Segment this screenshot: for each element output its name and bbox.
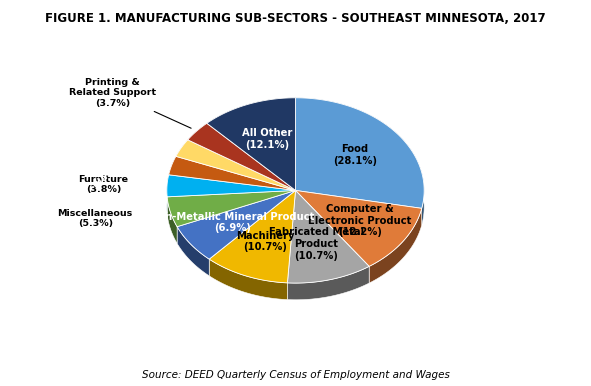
Text: Fabricated Metal
Product
(10.7%): Fabricated Metal Product (10.7%) (269, 227, 364, 261)
Polygon shape (167, 175, 296, 197)
Polygon shape (369, 208, 422, 283)
Text: Furniture
(3.8%): Furniture (3.8%) (79, 175, 128, 194)
Polygon shape (287, 266, 369, 300)
Polygon shape (167, 190, 296, 227)
Polygon shape (168, 156, 176, 191)
Text: Non-Metallic Mineral Product
(6.9%): Non-Metallic Mineral Product (6.9%) (151, 212, 315, 234)
Polygon shape (209, 259, 287, 300)
Text: Miscellaneous
(5.3%): Miscellaneous (5.3%) (57, 209, 133, 228)
Polygon shape (177, 190, 296, 259)
Text: All Other
(12.1%): All Other (12.1%) (242, 128, 292, 150)
Polygon shape (168, 156, 296, 190)
Text: Food
(28.1%): Food (28.1%) (333, 144, 377, 166)
Polygon shape (296, 98, 424, 208)
Polygon shape (209, 190, 296, 283)
Polygon shape (176, 140, 296, 190)
Polygon shape (167, 175, 168, 213)
Text: Plastics & Rubber
(3.3%): Plastics & Rubber (3.3%) (92, 117, 173, 198)
Text: Printing &
Related Support
(3.7%): Printing & Related Support (3.7%) (69, 78, 191, 128)
Polygon shape (296, 190, 422, 266)
Text: Machinery
(10.7%): Machinery (10.7%) (236, 231, 295, 252)
Polygon shape (177, 227, 209, 276)
Text: Computer &
Electronic Product
(12.2%): Computer & Electronic Product (12.2%) (309, 204, 412, 237)
Polygon shape (188, 123, 296, 190)
Polygon shape (207, 98, 296, 140)
Polygon shape (287, 190, 369, 283)
Text: Chemical
(3.2%): Chemical (3.2%) (137, 114, 180, 165)
Polygon shape (207, 98, 296, 190)
Polygon shape (188, 123, 207, 157)
Text: FIGURE 1. MANUFACTURING SUB-SECTORS - SOUTHEAST MINNESOTA, 2017: FIGURE 1. MANUFACTURING SUB-SECTORS - SO… (45, 12, 546, 25)
Polygon shape (296, 98, 424, 225)
Polygon shape (176, 140, 188, 173)
Polygon shape (167, 197, 177, 244)
Text: Source: DEED Quarterly Census of Employment and Wages: Source: DEED Quarterly Census of Employm… (142, 370, 449, 380)
